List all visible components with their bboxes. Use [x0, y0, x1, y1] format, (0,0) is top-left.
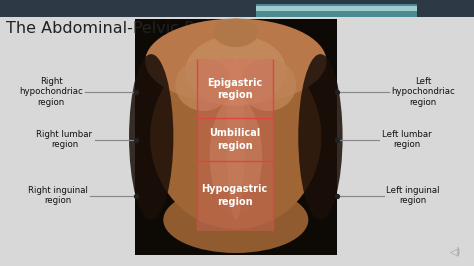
Text: Right
hypochondriac
region: Right hypochondriac region [19, 77, 83, 107]
Text: Left
hypochondriac
region: Left hypochondriac region [391, 77, 455, 107]
Ellipse shape [185, 35, 286, 106]
Text: Umbilical
region: Umbilical region [209, 128, 260, 151]
Ellipse shape [298, 54, 343, 220]
Bar [0, 0, 474, 17]
Text: Epigastric
region: Epigastric region [207, 78, 262, 100]
Text: Hypogastric
region: Hypogastric region [201, 184, 268, 207]
Ellipse shape [163, 187, 308, 253]
Ellipse shape [175, 59, 232, 111]
Ellipse shape [214, 19, 258, 47]
Ellipse shape [240, 59, 296, 111]
Bar [256, 4, 417, 17]
Ellipse shape [150, 45, 321, 229]
Bar [197, 161, 273, 231]
Bar [256, 6, 417, 11]
Ellipse shape [227, 54, 245, 220]
Bar [135, 19, 337, 255]
Bar [197, 118, 273, 161]
Text: The Abdominal-Pelvic Regions: The Abdominal-Pelvic Regions [6, 21, 247, 36]
Text: Left inguinal
region: Left inguinal region [386, 186, 440, 205]
Text: ◁): ◁) [450, 246, 462, 256]
Text: Right inguinal
region: Right inguinal region [28, 186, 88, 205]
Text: Right lumbar
region: Right lumbar region [36, 130, 92, 149]
Ellipse shape [129, 54, 173, 220]
Text: Left lumbar
region: Left lumbar region [382, 130, 431, 149]
Ellipse shape [210, 97, 262, 215]
Ellipse shape [145, 19, 327, 104]
Bar [197, 59, 273, 118]
